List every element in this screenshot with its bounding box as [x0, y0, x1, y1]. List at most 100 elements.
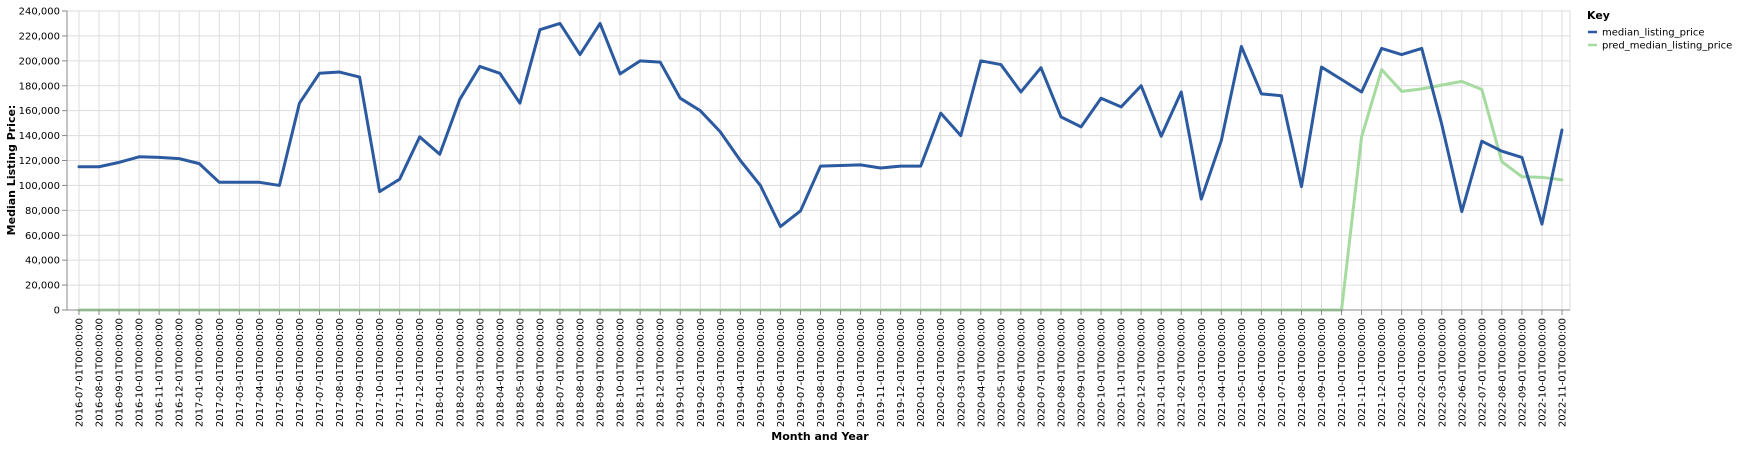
x-tick-label: 2018-01-01T00:00:00: [435, 318, 446, 427]
x-tick-label: 2021-02-01T00:00:00: [1177, 318, 1188, 427]
x-tick-label: 2022-08-01T00:00:00: [1497, 318, 1508, 427]
y-tick-label: 180,000: [19, 81, 60, 92]
x-tick-label: 2020-09-01T00:00:00: [1077, 318, 1088, 427]
x-tick-label: 2017-10-01T00:00:00: [375, 318, 386, 427]
x-tick-label: 2020-05-01T00:00:00: [996, 318, 1007, 427]
x-tick-label: 2022-06-01T00:00:00: [1457, 318, 1468, 427]
legend-label: median_listing_price: [1602, 28, 1705, 39]
y-tick-label: 40,000: [25, 256, 60, 267]
legend-items: median_listing_price pred_median_listing_…: [1588, 28, 1732, 52]
x-tick-label: 2022-07-01T00:00:00: [1477, 318, 1488, 427]
legend-title: Key: [1587, 9, 1610, 22]
x-tick-label: 2019-12-01T00:00:00: [896, 318, 907, 427]
y-tick-label: 20,000: [25, 281, 60, 292]
x-tick-label: 2016-07-01T00:00:00: [75, 318, 86, 427]
x-tick-label: 2021-11-01T00:00:00: [1357, 318, 1368, 427]
x-tick-label: 2017-08-01T00:00:00: [335, 318, 346, 427]
x-tick-label: 2016-09-01T00:00:00: [115, 318, 126, 427]
x-tick-label: 2020-04-01T00:00:00: [976, 318, 987, 427]
axis-layer: 0 20,000 40,000 60,000 80,000 100,000 120,000 1…: [19, 7, 1570, 427]
x-tick-label: 2017-02-01T00:00:00: [215, 318, 226, 427]
x-tick-label: 2020-06-01T00:00:00: [1016, 318, 1027, 427]
x-tick-label: 2021-06-01T00:00:00: [1257, 318, 1268, 427]
x-tick-label: 2020-11-01T00:00:00: [1117, 318, 1128, 427]
x-tick-label: 2018-03-01T00:00:00: [475, 318, 486, 427]
x-tick-label: 2019-06-01T00:00:00: [776, 318, 787, 427]
y-tick-label: 80,000: [25, 206, 60, 217]
x-tick-label: 2018-06-01T00:00:00: [535, 318, 546, 427]
x-tick-label: 2022-03-01T00:00:00: [1437, 318, 1448, 427]
y-tick-label: 200,000: [19, 56, 60, 67]
x-axis-title: Month and Year: [771, 430, 869, 443]
x-tick-label: 2019-07-01T00:00:00: [796, 318, 807, 427]
legend-label: pred_median_listing_price: [1602, 41, 1732, 52]
x-tick-label: 2021-07-01T00:00:00: [1277, 318, 1288, 427]
x-tick-label: 2019-11-01T00:00:00: [876, 318, 887, 427]
x-tick-label: 2017-12-01T00:00:00: [415, 318, 426, 427]
y-tick-label: 160,000: [19, 106, 60, 117]
x-tick-label: 2021-09-01T00:00:00: [1317, 318, 1328, 427]
x-tick-label: 2020-10-01T00:00:00: [1097, 318, 1108, 427]
y-tick-label: 140,000: [19, 131, 60, 142]
x-tick-label: 2020-07-01T00:00:00: [1036, 318, 1047, 427]
y-axis-title: Median Listing Price:: [5, 105, 18, 236]
x-tick-label: 2017-11-01T00:00:00: [395, 318, 406, 427]
x-tick-label: 2021-10-01T00:00:00: [1337, 318, 1348, 427]
x-tick-label: 2022-02-01T00:00:00: [1417, 318, 1428, 427]
x-tick-label: 2019-08-01T00:00:00: [816, 318, 827, 427]
x-tick-label: 2021-12-01T00:00:00: [1377, 318, 1388, 427]
x-tick-label: 2021-03-01T00:00:00: [1197, 318, 1208, 427]
x-tick-label: 2018-12-01T00:00:00: [656, 318, 667, 427]
series-line-median-listing-price: [77, 21, 1564, 229]
x-tick-label: 2017-05-01T00:00:00: [275, 318, 286, 427]
x-tick-label: 2022-09-01T00:00:00: [1517, 318, 1528, 427]
x-tick-label: 2018-05-01T00:00:00: [515, 318, 526, 427]
x-tick-label: 2018-08-01T00:00:00: [576, 318, 587, 427]
x-tick-label: 2019-01-01T00:00:00: [676, 318, 687, 427]
x-tick-label: 2020-02-01T00:00:00: [936, 318, 947, 427]
x-tick-label: 2021-05-01T00:00:00: [1237, 318, 1248, 427]
x-tick-label: 2021-08-01T00:00:00: [1297, 318, 1308, 427]
y-tick-label: 120,000: [19, 156, 60, 167]
x-tick-label: 2018-07-01T00:00:00: [555, 318, 566, 427]
y-tick-label: 240,000: [19, 7, 60, 18]
x-tick-label: 2022-10-01T00:00:00: [1537, 318, 1548, 427]
x-tick-label: 2018-10-01T00:00:00: [616, 318, 627, 427]
x-tick-label: 2020-03-01T00:00:00: [956, 318, 967, 427]
legend: Key median_listing_price pred_median_list…: [1587, 9, 1732, 52]
y-tick-label: 60,000: [25, 231, 60, 242]
y-tick-label: 100,000: [19, 181, 60, 192]
x-tick-label: 2018-09-01T00:00:00: [596, 318, 607, 427]
y-tick-label: 0: [54, 306, 60, 317]
x-tick-label: 2017-01-01T00:00:00: [195, 318, 206, 427]
x-tick-label: 2017-04-01T00:00:00: [255, 318, 266, 427]
y-tick-label: 220,000: [19, 31, 60, 42]
x-tick-label: 2022-11-01T00:00:00: [1558, 318, 1569, 427]
x-tick-label: 2019-03-01T00:00:00: [716, 318, 727, 427]
x-tick-label: 2021-04-01T00:00:00: [1217, 318, 1228, 427]
x-tick-label: 2017-06-01T00:00:00: [295, 318, 306, 427]
x-tick-label: 2020-08-01T00:00:00: [1056, 318, 1067, 427]
x-tick-label: 2018-11-01T00:00:00: [636, 318, 647, 427]
x-tick-label: 2016-11-01T00:00:00: [155, 318, 166, 427]
x-tick-label: 2020-01-01T00:00:00: [916, 318, 927, 427]
x-tick-label: 2016-08-01T00:00:00: [95, 318, 106, 427]
x-tick-label: 2019-10-01T00:00:00: [856, 318, 867, 427]
x-tick-label: 2017-07-01T00:00:00: [315, 318, 326, 427]
x-tick-label: 2017-09-01T00:00:00: [355, 318, 366, 427]
x-tick-label: 2018-02-01T00:00:00: [455, 318, 466, 427]
x-tick-label: 2020-12-01T00:00:00: [1137, 318, 1148, 427]
x-tick-label: 2016-10-01T00:00:00: [135, 318, 146, 427]
x-tick-label: 2016-12-01T00:00:00: [175, 318, 186, 427]
x-tick-label: 2019-02-01T00:00:00: [696, 318, 707, 427]
x-tick-label: 2021-01-01T00:00:00: [1157, 318, 1168, 427]
x-tick-label: 2019-09-01T00:00:00: [836, 318, 847, 427]
x-tick-label: 2017-03-01T00:00:00: [235, 318, 246, 427]
x-tick-label: 2019-05-01T00:00:00: [756, 318, 767, 427]
x-tick-label: 2018-04-01T00:00:00: [495, 318, 506, 427]
grid-layer: [66, 10, 1571, 311]
x-tick-label: 2019-04-01T00:00:00: [736, 318, 747, 427]
x-tick-label: 2022-01-01T00:00:00: [1397, 318, 1408, 427]
